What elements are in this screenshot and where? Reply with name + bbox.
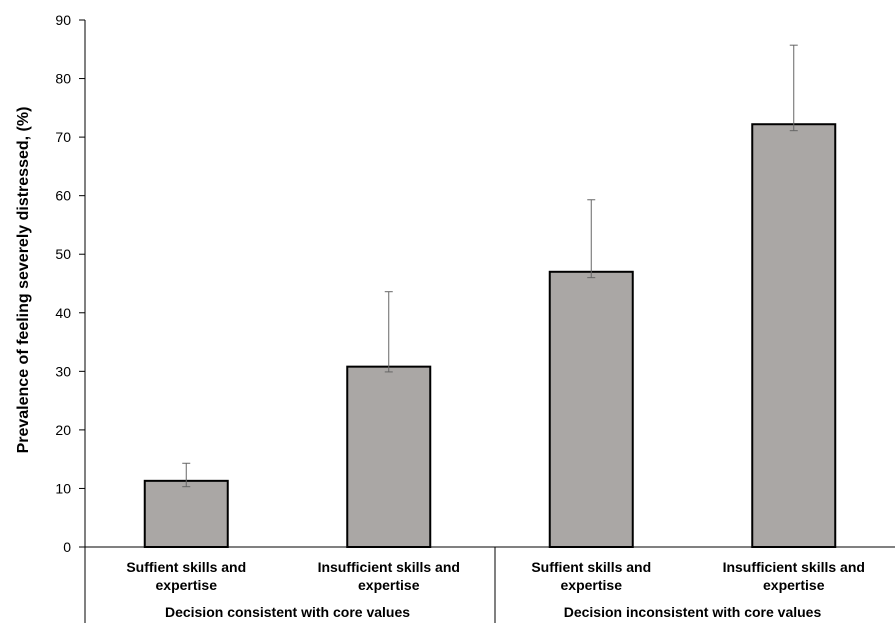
y-tick-label: 20 — [55, 422, 71, 438]
category-label-line1: Suffient skills and — [531, 559, 651, 575]
y-tick-label: 40 — [55, 305, 71, 321]
category-label-line1: Insufficient skills and — [723, 559, 865, 575]
category-labels: Suffient skills and expertise Insufficient… — [126, 559, 865, 593]
category-label-line2: expertise — [358, 577, 420, 593]
y-tick-label: 30 — [55, 363, 71, 379]
error-bars — [182, 44, 798, 488]
bar — [751, 123, 837, 549]
y-tick-label: 10 — [55, 480, 71, 496]
group-label: Decision inconsistent with core values — [564, 604, 822, 620]
y-tick-label: 70 — [55, 129, 71, 145]
y-tick-label: 50 — [55, 246, 71, 262]
y-axis-ticks: 0 10 20 30 40 50 60 70 80 90 — [55, 12, 85, 555]
bar — [548, 270, 634, 548]
bar — [143, 479, 229, 548]
y-tick-label: 80 — [55, 71, 71, 87]
y-axis-title: Prevalence of feeling severely distresse… — [15, 107, 32, 454]
category-label-line2: expertise — [561, 577, 623, 593]
y-tick-label: 60 — [55, 188, 71, 204]
category-label-line2: expertise — [156, 577, 218, 593]
group-label: Decision consistent with core values — [165, 604, 410, 620]
y-tick-label: 0 — [63, 539, 71, 555]
group-labels: Decision consistent with core values Deci… — [165, 604, 822, 620]
category-label-line1: Suffient skills and — [126, 559, 246, 575]
bars — [143, 123, 837, 549]
category-label-line1: Insufficient skills and — [318, 559, 460, 575]
bar — [346, 365, 432, 548]
y-tick-label: 90 — [55, 12, 71, 28]
category-label-line2: expertise — [763, 577, 825, 593]
